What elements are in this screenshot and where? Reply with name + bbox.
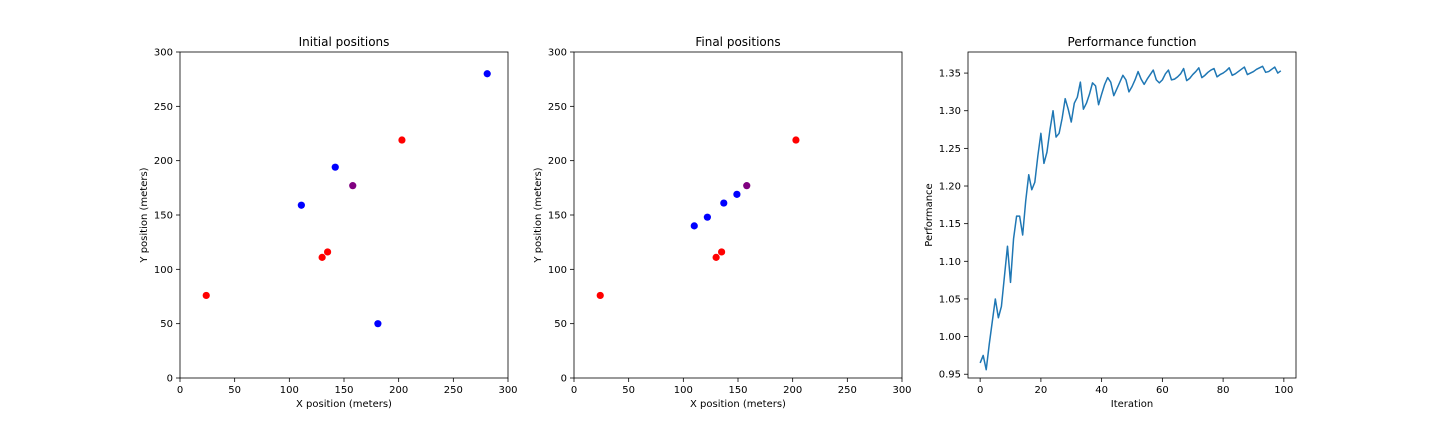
x-tick-label: 100 xyxy=(1274,385,1293,396)
y-tick-label: 50 xyxy=(160,319,173,330)
y-tick-label: 300 xyxy=(548,48,567,59)
x-tick-label: 40 xyxy=(1095,385,1108,396)
scatter-point-5 xyxy=(690,222,698,230)
y-axis-label: Y position (meters) xyxy=(533,167,544,263)
x-tick-label: 100 xyxy=(280,385,299,396)
x-tick-label: 250 xyxy=(838,385,857,396)
x-axis-label: X position (meters) xyxy=(296,399,392,410)
y-tick-label: 1.35 xyxy=(939,69,961,80)
scatter-point-2 xyxy=(712,253,720,261)
y-tick-label: 150 xyxy=(154,211,173,222)
x-tick-label: 300 xyxy=(498,385,517,396)
y-tick-label: 100 xyxy=(548,265,567,276)
scatter-point-1 xyxy=(202,291,210,300)
scatter-point-2 xyxy=(318,253,326,261)
y-tick-label: 1.30 xyxy=(939,106,961,117)
scatter-point-3 xyxy=(718,248,726,256)
y-tick-label: 1.00 xyxy=(939,332,961,343)
y-tick-label: 100 xyxy=(154,265,173,276)
x-tick-label: 200 xyxy=(389,385,408,396)
y-axis-label: Performance xyxy=(924,183,935,246)
x-tick-label: 50 xyxy=(228,385,241,396)
y-tick-label: 200 xyxy=(548,156,567,167)
x-tick-label: 20 xyxy=(1035,385,1048,396)
y-tick-label: 150 xyxy=(548,211,567,222)
x-tick-label: 250 xyxy=(444,385,463,396)
scatter-point-1 xyxy=(596,291,604,300)
y-tick-label: 1.20 xyxy=(939,182,961,193)
y-tick-label: 1.05 xyxy=(939,294,961,305)
y-tick-label: 300 xyxy=(154,48,173,59)
scatter-point-7 xyxy=(374,320,382,328)
y-tick-label: 250 xyxy=(154,102,173,113)
chart-title: Final positions xyxy=(695,35,780,49)
chart-panel-3: 0 20 40 60 80 100 0.95 1.00 1.05 1.10 1.15 1.20 1.25… xyxy=(924,35,1297,410)
y-tick-label: 0 xyxy=(167,374,173,385)
scatter-point-5 xyxy=(297,201,305,209)
y-tick-label: 200 xyxy=(154,156,173,167)
y-tick-label: 1.25 xyxy=(939,144,961,155)
chart-title: Performance function xyxy=(1068,35,1197,49)
scatter-point-6 xyxy=(703,213,711,221)
chart-panel-1: 0 50 100 150 200 250 300 0 50 100 150 200 250 300 Init… xyxy=(139,35,518,410)
scatter-point-3 xyxy=(324,248,332,256)
y-tick-label: 1.15 xyxy=(939,219,961,230)
y-tick-label: 1.10 xyxy=(939,257,961,268)
chart-title: Initial positions xyxy=(299,35,390,49)
scatter-point-8 xyxy=(483,70,491,78)
axes-frame xyxy=(573,51,903,379)
x-tick-label: 0 xyxy=(177,385,183,396)
series-line-1 xyxy=(979,65,1282,371)
x-tick-label: 150 xyxy=(334,385,353,396)
scatter-point-4 xyxy=(792,136,800,144)
x-tick-label: 0 xyxy=(571,385,577,396)
x-tick-label: 80 xyxy=(1217,385,1230,396)
scatter-point-6 xyxy=(331,163,339,171)
x-tick-label: 200 xyxy=(783,385,802,396)
y-tick-label: 0 xyxy=(561,374,567,385)
x-tick-label: 50 xyxy=(622,385,635,396)
scatter-point-9 xyxy=(349,182,357,190)
x-axis-label: X position (meters) xyxy=(690,399,786,410)
x-tick-label: 150 xyxy=(728,385,747,396)
x-tick-label: 60 xyxy=(1156,385,1169,396)
axes-frame xyxy=(179,51,509,379)
x-tick-label: 300 xyxy=(892,385,911,396)
y-tick-label: 250 xyxy=(548,102,567,113)
scatter-point-4 xyxy=(398,136,406,144)
scatter-point-7 xyxy=(720,199,728,207)
x-tick-label: 100 xyxy=(674,385,693,396)
y-axis-label: Y position (meters) xyxy=(139,167,150,263)
chart-panel-2: 0 50 100 150 200 250 300 0 50 100 150 200 250 300 Fina… xyxy=(533,35,912,410)
x-tick-label: 0 xyxy=(977,385,983,396)
y-tick-label: 50 xyxy=(554,319,567,330)
y-tick-label: 0.95 xyxy=(939,370,961,381)
x-axis-label: Iteration xyxy=(1111,399,1153,410)
scatter-point-8 xyxy=(733,190,741,198)
scatter-point-9 xyxy=(743,182,751,190)
axes-frame xyxy=(967,51,1297,379)
